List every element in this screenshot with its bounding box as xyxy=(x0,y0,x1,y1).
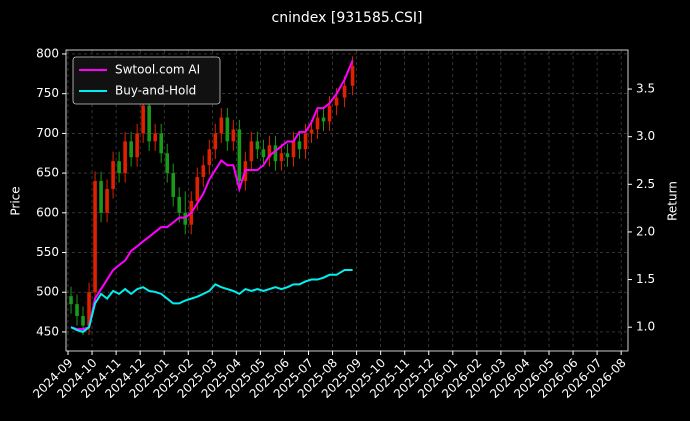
candle-body xyxy=(129,141,133,158)
candle-body xyxy=(327,105,332,122)
candle-body xyxy=(213,133,218,150)
y-axis-label: Price xyxy=(9,186,23,215)
candle-body xyxy=(141,105,145,134)
candle-body xyxy=(81,316,85,326)
candle-body xyxy=(165,153,170,174)
candle-body xyxy=(342,85,347,98)
candle-body xyxy=(69,296,73,305)
candle-body xyxy=(237,129,242,182)
candle-body xyxy=(309,129,314,134)
legend-box xyxy=(72,56,221,105)
y2-tick-label: 3.5 xyxy=(636,82,655,96)
y-tick-label: 500 xyxy=(36,285,59,299)
candle-body xyxy=(201,165,206,178)
candle-body xyxy=(303,133,308,150)
candle-body xyxy=(255,141,260,150)
candle-body xyxy=(117,161,121,174)
y2-axis-label: Return xyxy=(666,181,680,221)
candle-body xyxy=(350,65,355,86)
y2-tick-label: 2.0 xyxy=(636,224,655,238)
candle-body xyxy=(177,196,182,213)
y-tick-label: 650 xyxy=(36,166,59,180)
candle-body xyxy=(321,117,326,122)
candle-body xyxy=(219,117,224,134)
y-tick-label: 450 xyxy=(36,324,59,338)
candle-body xyxy=(123,141,127,174)
candle-body xyxy=(111,161,115,189)
candle-body xyxy=(315,117,320,130)
plot-frame xyxy=(65,49,629,352)
candle-body xyxy=(279,153,284,162)
candle-body xyxy=(267,145,272,158)
y2-tick-label: 1.5 xyxy=(636,272,655,286)
y-tick-label: 700 xyxy=(36,126,59,140)
candle-body xyxy=(285,153,290,158)
y-tick-label: 550 xyxy=(36,245,59,259)
candle-body xyxy=(225,117,230,142)
candle-body xyxy=(249,141,254,162)
candle-body xyxy=(207,149,212,166)
y2-tick-label: 2.5 xyxy=(636,177,655,191)
series-line xyxy=(70,269,353,334)
candle-body xyxy=(159,133,163,154)
y-tick-label: 800 xyxy=(36,46,59,60)
candle-body xyxy=(183,212,188,225)
candle-body xyxy=(75,304,79,317)
y2-tick-label: 3.0 xyxy=(636,129,655,143)
y-tick-label: 600 xyxy=(36,205,59,219)
candle-body xyxy=(93,181,97,293)
candle-body xyxy=(297,141,302,150)
series-line xyxy=(70,60,354,331)
candle-body xyxy=(87,292,91,326)
candle-body xyxy=(231,129,236,142)
y-tick-label: 750 xyxy=(36,86,59,100)
chart-title: cnindex [931585.CSI] xyxy=(272,10,423,26)
candle-body xyxy=(171,173,176,197)
candle-body xyxy=(261,149,266,158)
candle-body xyxy=(147,105,151,142)
candle-body xyxy=(105,188,109,213)
candle-body xyxy=(291,141,296,158)
candle-body xyxy=(135,133,139,158)
candle-body xyxy=(153,133,157,142)
candle-body xyxy=(273,145,278,162)
candle-body xyxy=(99,181,103,213)
legend-label: Buy-and-Hold xyxy=(115,84,196,98)
candle-body xyxy=(334,97,339,106)
y2-tick-label: 1.0 xyxy=(636,320,655,334)
legend-label: Swtool.com AI xyxy=(115,63,200,77)
candle-body xyxy=(195,177,200,201)
